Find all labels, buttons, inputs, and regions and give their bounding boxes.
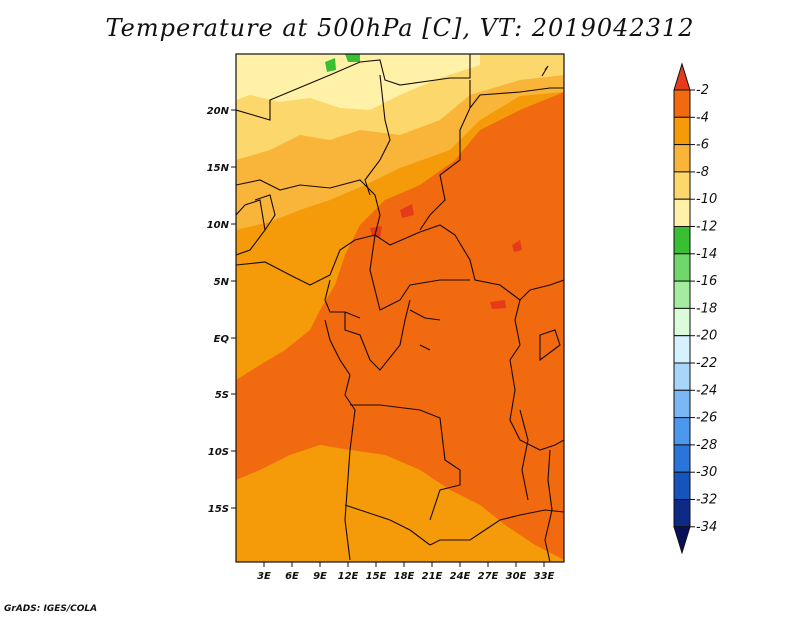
temp-band-pale-yellow (236, 54, 480, 110)
colorbar-swatch (673, 389, 691, 419)
colorbar: -2 -4 -6 -8 -10 -12 -14 -16 -18 -20 -22 -24 -26 -28 -3… (673, 62, 717, 555)
colorbar-label: -34 (696, 520, 717, 535)
map-frame (235, 53, 565, 563)
colorbar-swatch (673, 417, 691, 446)
colorbar-label: -10 (696, 192, 717, 207)
lat-tick-label: 15S (208, 504, 229, 515)
colorbar-label: -4 (696, 110, 709, 125)
colorbar-swatch (673, 335, 691, 364)
colorbar-label: -2 (696, 83, 709, 98)
lon-tick-label: 30E (506, 571, 527, 582)
map-title: Temperature at 500hPa [C], VT: 201904231… (105, 14, 695, 42)
lon-axis (263, 562, 545, 567)
colorbar-label: -30 (696, 465, 717, 480)
country-boundaries (236, 54, 564, 562)
colorbar-label: -18 (696, 301, 717, 316)
lon-tick-label: 12E (338, 571, 359, 582)
lon-tick-label: 27E (478, 571, 499, 582)
lon-tick-label: 6E (285, 571, 299, 582)
colorbar-swatch (673, 280, 691, 309)
temp-lobe-orange-south (236, 445, 564, 562)
colorbar-label: -26 (696, 411, 717, 426)
colorbar-swatch (673, 89, 691, 118)
colorbar-swatch (673, 499, 691, 528)
colorbar-label: -32 (696, 493, 717, 508)
colorbar-swatch (673, 116, 691, 146)
lon-tick-label: 3E (257, 571, 271, 582)
colorbar-label: -14 (696, 247, 717, 262)
colorbar-swatch (673, 253, 691, 282)
lat-tick-label: 5S (215, 390, 229, 401)
colorbar-swatch (673, 144, 691, 173)
grads-credit: GrADS: IGES/COLA (4, 604, 98, 614)
colorbar-label: -16 (696, 274, 717, 289)
colorbar-label: -28 (696, 438, 717, 453)
colorbar-swatch (673, 444, 691, 473)
lon-tick-label: 33E (534, 571, 555, 582)
colorbar-label: -24 (696, 383, 717, 398)
colorbar-swatch (673, 362, 691, 391)
colorbar-label: -12 (696, 220, 717, 235)
lon-tick-label: 21E (422, 571, 443, 582)
lat-tick-label: 20N (207, 106, 230, 117)
colorbar-swatch (673, 226, 691, 255)
map-plot-area (236, 54, 564, 562)
lon-tick-label: 18E (394, 571, 415, 582)
temp-band-dark-orange (236, 92, 564, 560)
colorbar-swatch (673, 198, 691, 227)
lon-tick-label: 9E (313, 571, 327, 582)
temp-cold-patch (325, 54, 360, 72)
colorbar-label: -8 (696, 165, 709, 180)
lat-tick-label: EQ (214, 334, 230, 345)
colorbar-label: -6 (696, 138, 709, 153)
lat-tick-label: 15N (207, 163, 230, 174)
colorbar-swatch (673, 171, 691, 200)
colorbar-label: -22 (696, 356, 717, 371)
lon-tick-label: 24E (450, 571, 471, 582)
colorbar-label: -20 (696, 329, 717, 344)
lat-tick-label: 5N (214, 277, 230, 288)
temp-lobe-orange (236, 285, 300, 350)
colorbar-swatch (673, 526, 691, 555)
lat-tick-label: 10S (208, 447, 229, 458)
colorbar-swatch (673, 471, 691, 501)
colorbar-swatch (673, 62, 691, 91)
lon-tick-label: 15E (366, 571, 387, 582)
lat-tick-label: 10N (207, 220, 230, 231)
lat-axis (231, 109, 236, 509)
colorbar-swatch (673, 307, 691, 337)
